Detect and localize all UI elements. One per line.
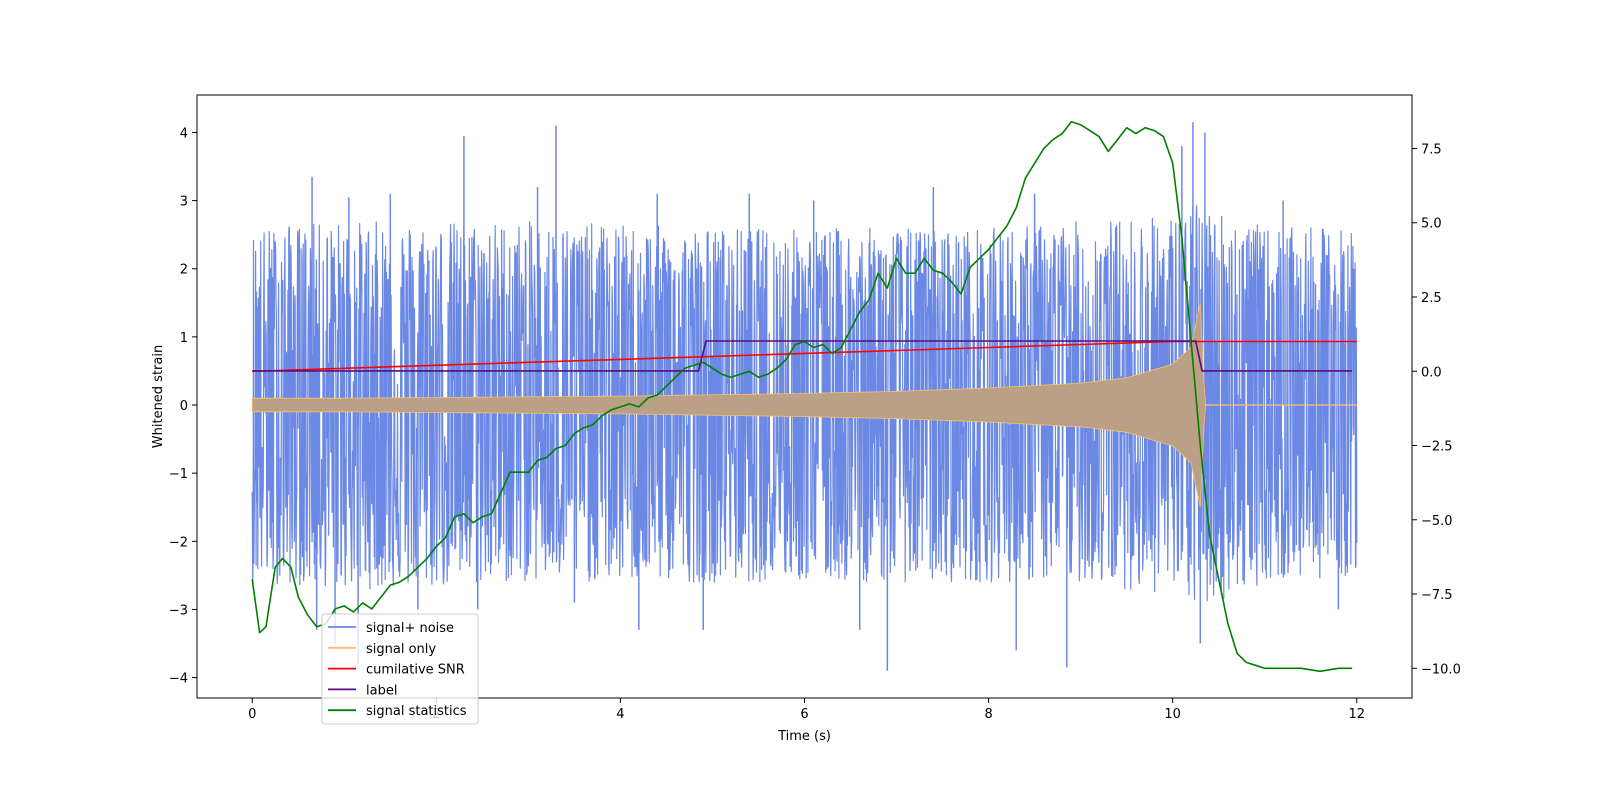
signal-noise-line	[251, 205, 1358, 602]
y2-tick-label: −5.0	[1421, 514, 1453, 529]
y-tick-label: 1	[180, 331, 188, 346]
y-tick-label: −4	[169, 672, 188, 687]
y-tick-label: 2	[180, 263, 188, 278]
x-tick-label: 10	[1164, 707, 1181, 722]
signal-statistics-line	[251, 120, 1353, 673]
y2-tick-label: 0.0	[1421, 365, 1442, 380]
legend-label: cumilative SNR	[366, 663, 465, 678]
label-line	[252, 340, 1353, 372]
legend-label: signal only	[366, 642, 436, 657]
y2-tick-label: −2.5	[1421, 440, 1453, 455]
x-tick-label: 6	[800, 707, 808, 722]
y-tick-label: −3	[169, 603, 188, 618]
signal-only-series	[251, 302, 1357, 508]
legend-label: signal statistics	[366, 704, 467, 719]
y2-tick-label: −7.5	[1421, 588, 1453, 603]
y2-tick-label: −10.0	[1421, 662, 1461, 677]
y-tick-label: −2	[169, 535, 188, 550]
y2-tick-label: 5.0	[1421, 217, 1442, 232]
legend-box	[321, 613, 479, 725]
y-axis-title: Whitened strain	[151, 345, 166, 448]
legend-label: signal+ noise	[366, 621, 454, 636]
y2-tick-label: 2.5	[1421, 291, 1442, 306]
y-tick-label: −1	[169, 467, 188, 482]
legend-label: label	[366, 683, 397, 698]
y2-tick-label: 7.5	[1421, 142, 1442, 157]
x-tick-label: 12	[1348, 707, 1365, 722]
x-tick-label: 8	[984, 707, 992, 722]
x-tick-label: 4	[616, 707, 624, 722]
y-tick-label: 0	[180, 399, 188, 414]
y-tick-label: 4	[180, 126, 188, 141]
x-tick-label: 0	[248, 707, 256, 722]
x-axis-title: Time (s)	[777, 729, 831, 744]
legend: signal+ noise signal only cumilative SNR la…	[321, 613, 479, 725]
y-tick-label: 3	[180, 195, 188, 210]
